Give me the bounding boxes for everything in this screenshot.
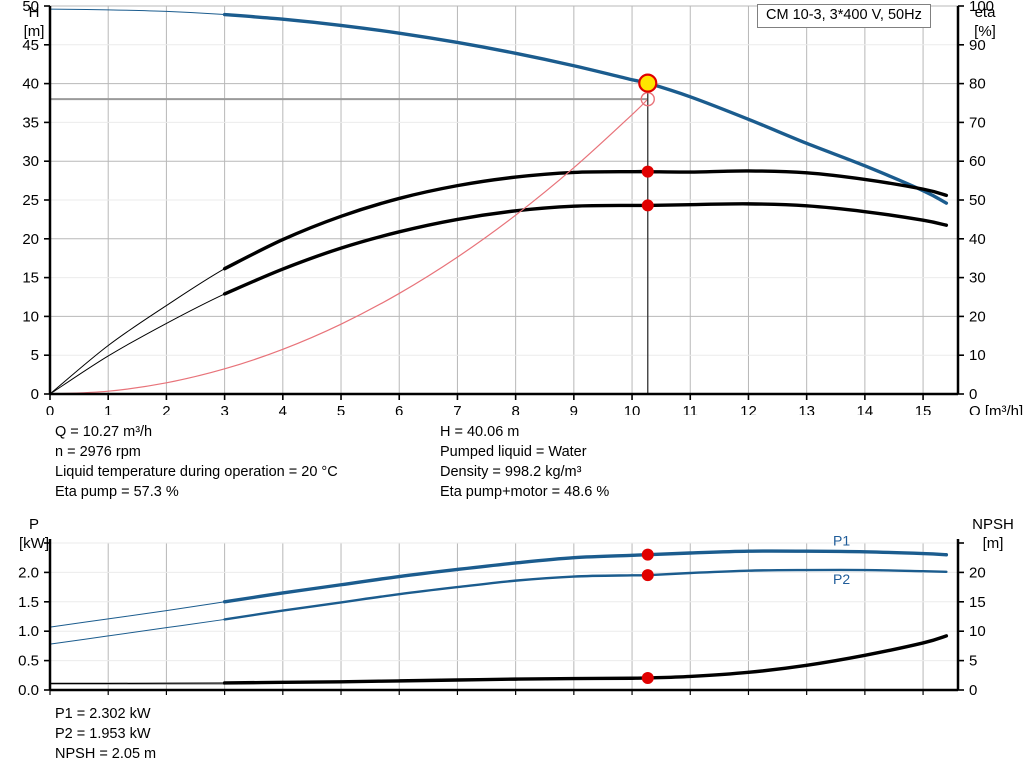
left-axis-tick-label: 0.0 bbox=[18, 682, 39, 699]
curve-p1-thin bbox=[49, 550, 947, 628]
info-liquid-temperature: Liquid temperature during operation = 20… bbox=[55, 464, 338, 480]
x-axis-tick-label: 6 bbox=[395, 403, 403, 415]
left-axis-title: H bbox=[29, 4, 40, 21]
left-axis-tick-label: 15 bbox=[22, 270, 39, 287]
right-axis-unit: [m] bbox=[983, 535, 1004, 552]
right-axis-title: eta bbox=[975, 4, 997, 21]
upper-chart-svg: 0510152025303540455001020304050607080901… bbox=[22, 0, 1023, 415]
right-axis-tick-label: 40 bbox=[969, 231, 986, 248]
x-axis-tick-label: 9 bbox=[570, 403, 578, 415]
lower-power-npsh-chart: P1 P2 0.0 0.5 1.0 1.5 2.0 0 5 10 15 20 P [kW] NPSH [m] bbox=[0, 515, 1024, 705]
left-axis-tick-label: 1.0 bbox=[18, 623, 39, 640]
curve-eta-pump-motor bbox=[222, 202, 949, 296]
power-info: P1 = 2.302 kW P2 = 1.953 kW NPSH = 2.05 … bbox=[55, 704, 156, 764]
x-axis-tick-label: 14 bbox=[857, 403, 874, 415]
upper-performance-chart: 0 5 10 15 20 25 30 35 40 45 50 0 10 20 30 40 50 60 70 80 90 1… bbox=[22, 0, 1023, 415]
left-axis-tick-label: 20 bbox=[22, 231, 39, 248]
right-axis-unit: [%] bbox=[974, 23, 996, 40]
info-eta-pump: Eta pump = 57.3 % bbox=[55, 484, 179, 500]
right-axis-tick-label: 60 bbox=[969, 153, 986, 170]
info-q: Q = 10.27 m³/h bbox=[55, 424, 153, 440]
info-n: n = 2976 rpm bbox=[55, 444, 141, 460]
x-axis-tick-label: 10 bbox=[624, 403, 641, 415]
info-density: Density = 998.2 kg/m³ bbox=[440, 464, 582, 480]
duty-point-marker[interactable] bbox=[638, 73, 658, 93]
right-axis-tick-label: 50 bbox=[969, 192, 986, 209]
left-axis-tick-label: 35 bbox=[22, 114, 39, 131]
duty-info-left: Q = 10.27 m³/h n = 2976 rpm Liquid tempe… bbox=[55, 422, 338, 502]
left-axis-tick-label: 10 bbox=[22, 308, 39, 325]
left-axis-tick-label: 25 bbox=[22, 192, 39, 209]
x-axis-tick-label: 3 bbox=[220, 403, 228, 415]
p2-curve-label: P2 bbox=[833, 571, 850, 587]
curve-eta-pump-motor-thin bbox=[49, 203, 947, 395]
left-axis-tick-label: 45 bbox=[22, 37, 39, 54]
info-pumped-liquid: Pumped liquid = Water bbox=[440, 444, 587, 460]
right-axis-tick-label: 20 bbox=[969, 564, 986, 581]
right-axis-tick-label: 10 bbox=[969, 623, 986, 640]
right-axis-tick-label: 0 bbox=[969, 682, 977, 699]
x-axis-tick-label: 0 bbox=[46, 403, 54, 415]
pump-model-title: CM 10-3, 3*400 V, 50Hz bbox=[757, 4, 931, 28]
duty-info-right: H = 40.06 m Pumped liquid = Water Densit… bbox=[440, 422, 609, 502]
x-axis-tick-label: 1 bbox=[104, 403, 112, 415]
info-npsh: NPSH = 2.05 m bbox=[55, 746, 157, 762]
upper-chart-content: 0510152025303540455001020304050607080901… bbox=[22, 0, 1023, 415]
info-p2: P2 = 1.953 kW bbox=[55, 726, 151, 742]
right-axis-tick-label: 70 bbox=[969, 114, 986, 131]
x-axis-tick-label: 13 bbox=[798, 403, 815, 415]
curve-eta-pump bbox=[222, 169, 949, 271]
right-axis-tick-label: 15 bbox=[969, 594, 986, 611]
left-axis-tick-label: 1.5 bbox=[18, 594, 39, 611]
right-axis-tick-label: 100 bbox=[969, 0, 994, 15]
x-axis-tick-label: 7 bbox=[453, 403, 461, 415]
p1-curve-label: P1 bbox=[833, 532, 850, 548]
x-axis-tick-label: 5 bbox=[337, 403, 345, 415]
curve-eta-pump-thin bbox=[49, 170, 947, 395]
curve-p2-thin bbox=[49, 569, 947, 645]
x-axis-tick-label: 4 bbox=[279, 403, 287, 415]
p1-duty-marker bbox=[641, 548, 654, 561]
eta-pump-motor-duty-marker bbox=[641, 199, 654, 212]
curve-npsh bbox=[222, 634, 949, 685]
npsh-duty-marker bbox=[641, 671, 654, 684]
x-axis-tick-label: 8 bbox=[511, 403, 519, 415]
right-axis-tick-label: 30 bbox=[969, 270, 986, 287]
left-axis-title: P bbox=[29, 516, 39, 533]
x-axis-tick-label: 11 bbox=[682, 403, 698, 415]
info-h: H = 40.06 m bbox=[440, 424, 520, 440]
right-axis-tick-label: 0 bbox=[969, 386, 977, 403]
left-axis-tick-label: 2.0 bbox=[18, 564, 39, 581]
lower-chart-svg: P1 P2 0.0 0.5 1.0 1.5 2.0 0 5 10 15 20 P [kW] NPSH [m] bbox=[18, 516, 1014, 699]
left-axis-tick-label: 0 bbox=[31, 386, 39, 403]
x-axis-tick-label: 15 bbox=[915, 403, 932, 415]
eta-pump-duty-marker bbox=[641, 165, 654, 178]
curve-system bbox=[49, 98, 649, 395]
x-axis-title: Q [m³/h] bbox=[969, 403, 1023, 415]
left-axis-tick-label: 30 bbox=[22, 153, 39, 170]
left-axis-tick-label: 0.5 bbox=[18, 653, 39, 670]
right-axis-tick-label: 90 bbox=[969, 37, 986, 54]
curve-p2 bbox=[223, 568, 948, 621]
curve-npsh-thin bbox=[49, 635, 947, 685]
right-axis-title: NPSH bbox=[972, 516, 1014, 533]
p2-duty-marker bbox=[641, 569, 654, 582]
curve-h-head-curve bbox=[222, 12, 949, 205]
lower-chart-content: P1 P2 0.0 0.5 1.0 1.5 2.0 0 5 10 15 20 P [kW] NPSH [m] bbox=[18, 516, 1014, 699]
x-axis-tick-label: 12 bbox=[740, 403, 757, 415]
info-eta-pump-motor: Eta pump+motor = 48.6 % bbox=[440, 484, 610, 500]
right-axis-tick-label: 5 bbox=[969, 653, 977, 670]
x-axis-tick-label: 2 bbox=[162, 403, 170, 415]
left-axis-tick-label: 40 bbox=[22, 76, 39, 93]
right-axis-tick-label: 80 bbox=[969, 76, 986, 93]
right-axis-tick-label: 20 bbox=[969, 308, 986, 325]
right-axis-tick-label: 10 bbox=[969, 347, 986, 364]
left-axis-unit: [kW] bbox=[19, 535, 49, 552]
left-axis-tick-label: 5 bbox=[31, 347, 39, 364]
left-axis-tick-label: 50 bbox=[22, 0, 39, 15]
curve-p1 bbox=[222, 549, 949, 604]
info-p1: P1 = 2.302 kW bbox=[55, 706, 151, 722]
left-axis-unit: [m] bbox=[24, 23, 45, 40]
